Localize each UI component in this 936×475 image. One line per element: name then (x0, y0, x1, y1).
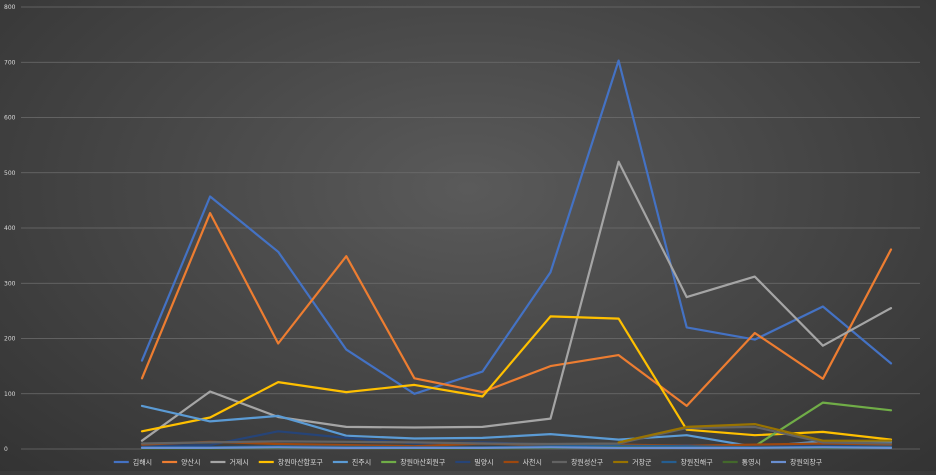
series-line-3 (140, 315, 893, 441)
legend-item: 밀양시 (455, 459, 494, 467)
legend-label: 김해시 (133, 458, 152, 467)
legend-label: 거창군 (632, 458, 652, 467)
y-tick-label: 500 (4, 170, 16, 177)
legend-item: 사천시 (503, 458, 542, 467)
legend-item: 창원의창구 (771, 458, 823, 467)
y-tick-label: 700 (4, 59, 16, 66)
gridlines (21, 6, 920, 450)
legend-label: 사천시 (523, 458, 542, 467)
legend-label: 창원진해구 (680, 458, 713, 467)
legend-label: 창원마산합포구 (278, 458, 324, 467)
legend: 김해시 양산시 거제시 창원마산합포구 진주시 창원마산회원구 밀양시 사천시 창원성산구 거창군… (113, 458, 823, 467)
y-tick-label: 600 (4, 115, 16, 122)
y-axis-ticks: 0 100 200 300 400 500 600 700 800 (4, 4, 16, 453)
y-tick-label: 400 (4, 225, 16, 232)
series-line-2 (140, 160, 893, 442)
legend-item: 양산시 (162, 458, 200, 467)
legend-label: 양산시 (181, 458, 200, 467)
legend-label: 창원의창구 (790, 458, 823, 467)
series-line-0 (140, 59, 893, 395)
y-tick-label: 800 (4, 4, 16, 11)
y-tick-label: 200 (4, 336, 16, 343)
y-tick-label: 300 (4, 280, 16, 287)
legend-label: 거제시 (229, 458, 248, 467)
series-lines (140, 59, 893, 450)
legend-item: 창원성산구 (551, 458, 604, 467)
y-tick-label: 100 (4, 391, 16, 398)
legend-item: 거제시 (210, 458, 249, 467)
legend-label: 창원마산회원구 (400, 458, 446, 467)
series-line-8 (140, 425, 893, 446)
series-line-12 (140, 446, 893, 449)
legend-item: 거창군 (613, 458, 652, 467)
legend-item: 창원마산회원구 (381, 458, 446, 467)
series-line-1 (140, 212, 893, 407)
legend-item: 통영시 (722, 458, 761, 467)
legend-item: 김해시 (113, 458, 152, 467)
series-line-9 (617, 423, 893, 444)
legend-item: 진주시 (332, 458, 371, 467)
legend-label: 밀양시 (474, 459, 493, 467)
y-tick-label: 0 (4, 446, 8, 453)
legend-label: 진주시 (352, 458, 371, 467)
legend-item: 창원진해구 (661, 458, 713, 467)
legend-label: 통영시 (742, 458, 761, 467)
legend-label: 창원성산구 (571, 458, 604, 467)
legend-item: 창원마산합포구 (258, 458, 324, 467)
